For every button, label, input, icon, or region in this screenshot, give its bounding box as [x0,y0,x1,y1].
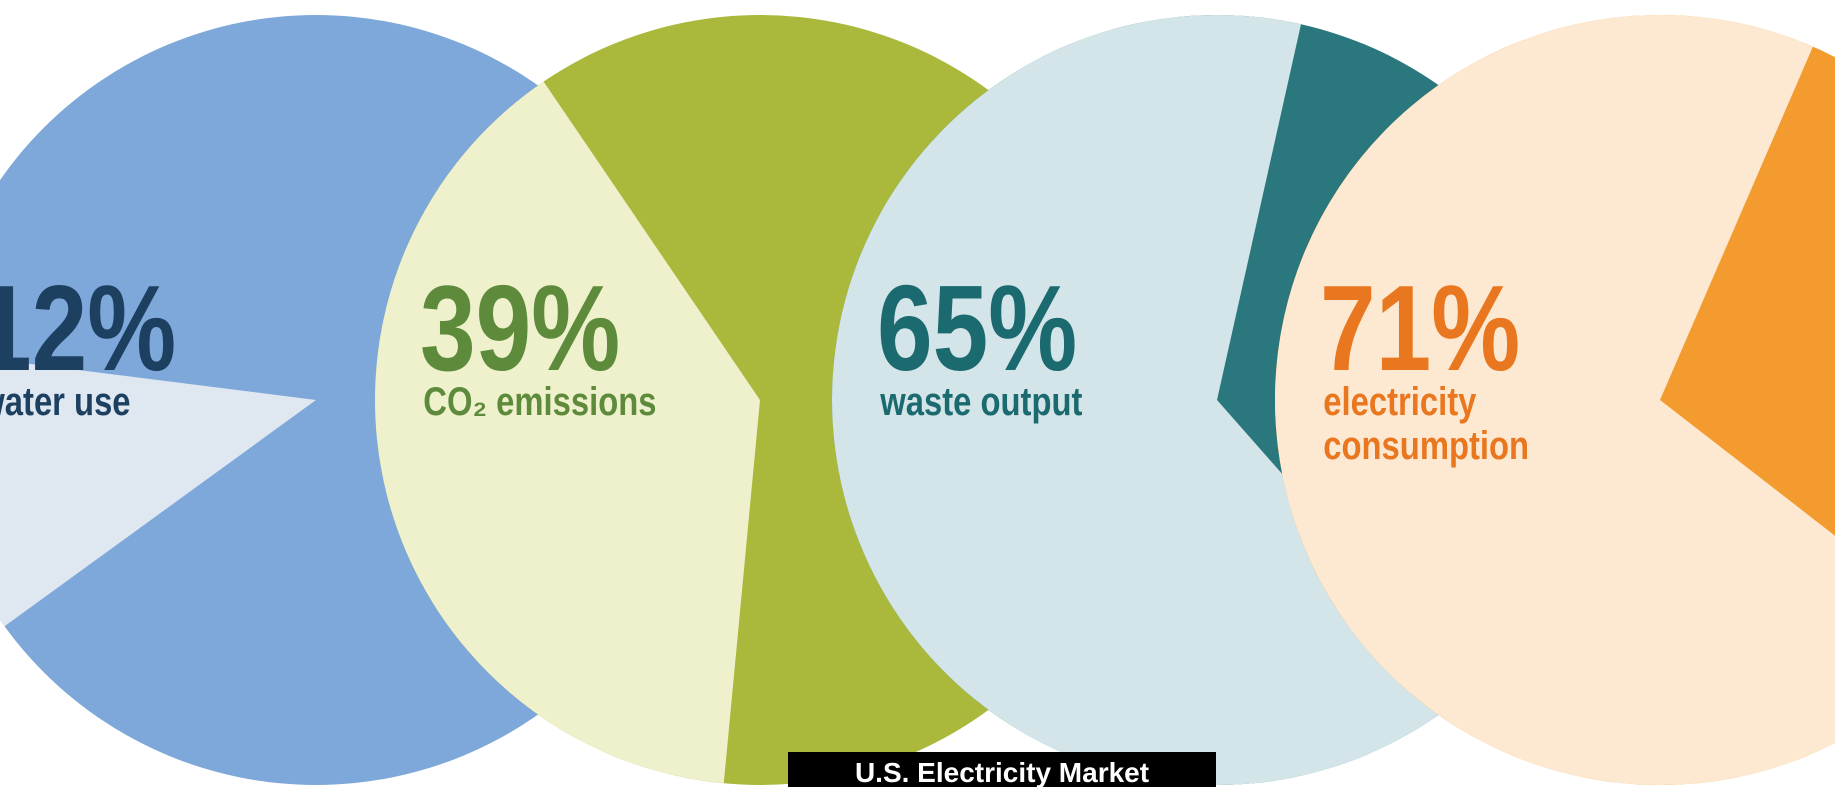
category-label: CO₂ emissions [423,379,656,424]
category-label-line: consumption [1323,423,1529,468]
category-label-line: electricity [1323,379,1477,424]
infographic: 12%water use 39%CO₂ emissions 65%waste out… [0,0,1835,787]
percent-label: 65% [877,260,1077,397]
percent-label: 39% [420,260,620,397]
category-label: waste output [879,379,1082,424]
caption: U.S. Electricity Market [855,757,1149,787]
percent-label: 71% [1320,260,1520,397]
category-label: water use [0,379,131,424]
percent-label: 12% [0,260,176,397]
